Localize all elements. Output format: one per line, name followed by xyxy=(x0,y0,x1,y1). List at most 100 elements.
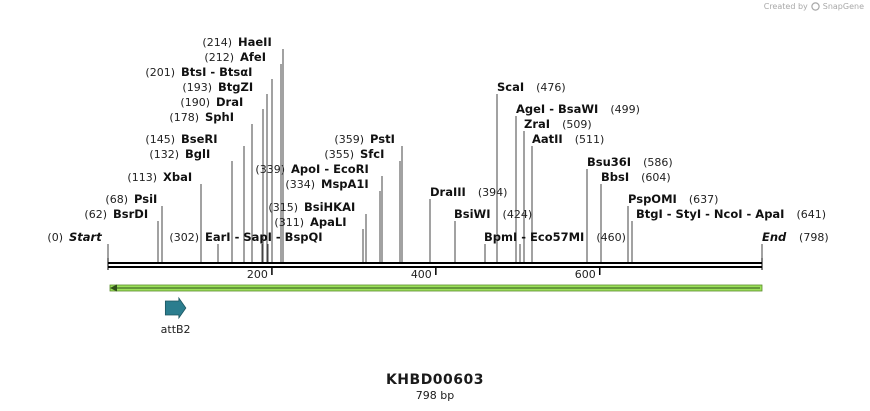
tick-label: 600 xyxy=(575,268,596,281)
site-position: (311) xyxy=(274,216,304,229)
site-name: ZraI xyxy=(524,117,550,131)
site-bsrdi[interactable]: (62) BsrDI xyxy=(84,207,159,262)
feature-arrow-attb2[interactable] xyxy=(164,296,187,320)
site-name: BseRI xyxy=(181,132,218,146)
site-name: DraI xyxy=(216,95,243,109)
site-position: (145) xyxy=(145,133,175,146)
site-name: BsiWI xyxy=(454,207,491,221)
restriction-sites-layer: (0) Start(62) BsrDI(68) PsiI(113) XbaI(132) B… xyxy=(47,35,829,262)
site-position: (499) xyxy=(610,103,640,116)
site-afei[interactable]: (212) AfeI xyxy=(204,50,282,262)
site-sfci[interactable]: (355) SfcI xyxy=(324,147,401,262)
site-name: SphI xyxy=(205,110,234,124)
site-pspomi[interactable]: (637) PspOMI xyxy=(627,192,719,262)
site-xbai[interactable]: (113) XbaI xyxy=(127,170,202,262)
site-name: BbsI xyxy=(601,170,629,184)
site-name: BsiHKAI xyxy=(304,200,355,214)
site-position: (0) xyxy=(47,231,63,244)
site-position: (302) xyxy=(169,231,199,244)
site-name: MspA1I xyxy=(321,177,369,191)
site-position: (68) xyxy=(105,193,128,206)
site-position: (62) xyxy=(84,208,107,221)
map-length: 798 bp xyxy=(415,389,455,402)
watermark-created-by: Created by xyxy=(763,2,808,11)
site-agei[interactable]: (499) AgeI - BsaWI xyxy=(515,102,640,262)
site-position: (190) xyxy=(180,96,210,109)
site-position: (201) xyxy=(145,66,175,79)
site-btgi[interactable]: (641) BtgI - StyI - NcoI - ApaI xyxy=(631,207,826,262)
site-name: Bsu36I xyxy=(587,155,631,169)
site-scai[interactable]: (476) ScaI xyxy=(496,80,566,262)
site-name: PsiI xyxy=(134,192,157,206)
site-name: AfeI xyxy=(240,50,266,64)
site-name: AatII xyxy=(532,132,563,146)
site-position: (798) xyxy=(799,231,829,244)
site-name: BtgI - StyI - NcoI - ApaI xyxy=(636,207,784,221)
site-name: BtsI - BtsαI xyxy=(181,65,252,79)
site-name: BsrDI xyxy=(113,207,148,221)
snapgene-watermark: Created by SnapGene xyxy=(764,2,864,11)
site-psti[interactable]: (359) PstI xyxy=(334,132,403,262)
site-name: BtgZI xyxy=(218,80,253,94)
site-draiii[interactable]: (394) DraIII xyxy=(429,185,508,262)
site-apoi[interactable]: (339) ApoI - EcoRI xyxy=(255,162,383,262)
site-position: (355) xyxy=(324,148,354,161)
site-name: ScaI xyxy=(497,80,524,94)
site-drai[interactable]: (190) DraI xyxy=(180,95,264,262)
site-name: EarI - SapI - BspQI xyxy=(205,230,323,244)
site-name: PstI xyxy=(370,132,395,146)
site-position: (586) xyxy=(643,156,673,169)
site-sphi[interactable]: (178) SphI xyxy=(169,110,253,262)
site-position: (359) xyxy=(334,133,364,146)
feature-label: attB2 xyxy=(161,323,191,336)
site-end[interactable]: (798) End xyxy=(761,230,829,262)
site-position: (193) xyxy=(182,81,212,94)
site-name: PspOMI xyxy=(628,192,677,206)
site-name: BpmI - Eco57MI xyxy=(484,230,584,244)
backbone-layer: 200 400 600 xyxy=(107,258,763,292)
site-psii[interactable]: (68) PsiI xyxy=(105,192,163,262)
features-layer: attB2 xyxy=(161,296,191,336)
site-mspa1i[interactable]: (334) MspA1I xyxy=(285,177,381,262)
tick-label: 400 xyxy=(411,268,432,281)
site-position: (339) xyxy=(255,163,285,176)
site-start[interactable]: (0) Start xyxy=(47,230,109,262)
site-position: (424) xyxy=(503,208,533,221)
site-haeii[interactable]: (214) HaeII xyxy=(202,35,284,262)
site-btgzi[interactable]: (193) BtgZI xyxy=(182,80,268,262)
site-name: AgeI - BsaWI xyxy=(516,102,598,116)
tick-label: 200 xyxy=(247,268,268,281)
site-bbsi[interactable]: (604) BbsI xyxy=(600,170,671,262)
site-name: BglI xyxy=(185,147,210,161)
site-apali[interactable]: (311) ApaLI xyxy=(274,215,364,262)
site-btsi[interactable]: (201) BtsI - BtsαI xyxy=(145,65,273,262)
site-position: (113) xyxy=(127,171,157,184)
site-bseri[interactable]: (145) BseRI xyxy=(145,132,245,262)
site-position: (214) xyxy=(202,36,232,49)
site-bsiwi[interactable]: (424) BsiWI xyxy=(454,207,532,262)
site-position: (604) xyxy=(641,171,671,184)
site-position: (334) xyxy=(285,178,315,191)
site-name: SfcI xyxy=(360,147,384,161)
site-zrai[interactable]: (509) ZraI xyxy=(523,117,592,262)
site-position: (460) xyxy=(596,231,626,244)
site-aatii[interactable]: (511) AatII xyxy=(531,132,605,262)
site-position: (511) xyxy=(575,133,605,146)
site-position: (637) xyxy=(689,193,719,206)
site-name: End xyxy=(762,230,787,244)
site-position: (132) xyxy=(149,148,179,161)
site-name: HaeII xyxy=(238,35,272,49)
site-name: ApoI - EcoRI xyxy=(291,162,369,176)
site-bgli[interactable]: (132) BglI xyxy=(149,147,233,262)
site-position: (394) xyxy=(478,186,508,199)
site-position: (509) xyxy=(562,118,592,131)
map-title: KHBD00603 xyxy=(385,372,485,388)
site-bsu36i[interactable]: (586) Bsu36I xyxy=(586,155,673,262)
site-bpmi[interactable]: (460) BpmI - Eco57MI xyxy=(484,230,626,262)
site-eari[interactable]: (302) EarI - SapI - BspQI xyxy=(169,230,323,262)
site-bsihkai[interactable]: (315) BsiHKAI xyxy=(268,200,367,262)
orf-arrowhead-icon xyxy=(110,284,117,292)
snapgene-logo-icon xyxy=(811,2,820,11)
site-position: (641) xyxy=(796,208,826,221)
